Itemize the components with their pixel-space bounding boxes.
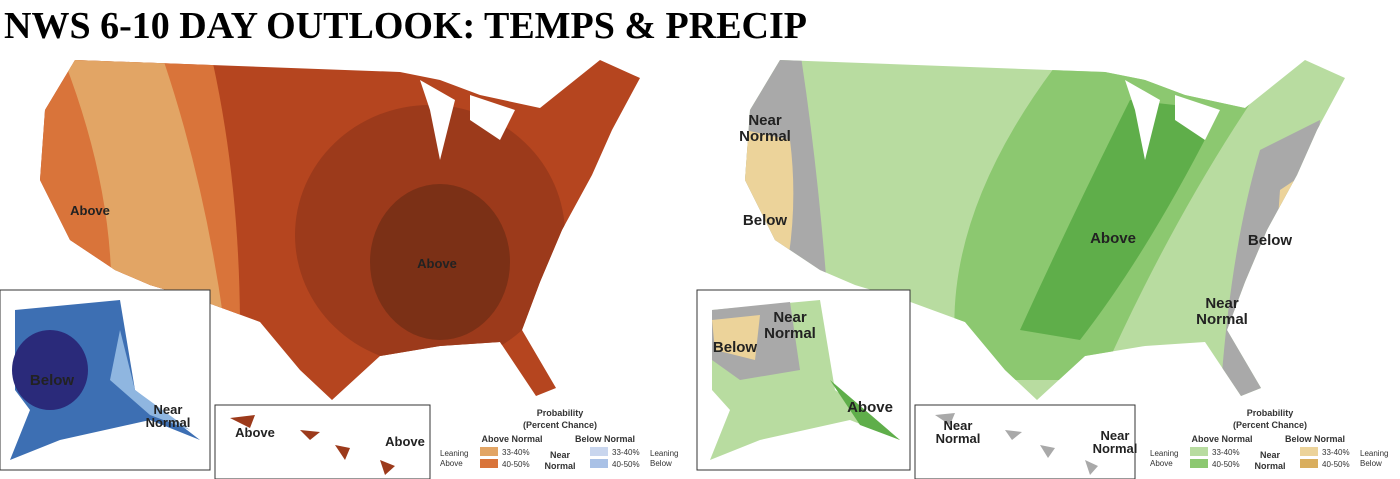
region-label: Near	[944, 418, 973, 433]
region-label: Above	[235, 425, 275, 440]
legend-range: 33-40%	[502, 448, 530, 457]
region-label: Below	[1248, 232, 1293, 249]
legend-lean: Above	[1150, 459, 1173, 468]
region-label: Near	[1205, 295, 1239, 312]
legend-range: 33-40%	[1212, 448, 1240, 457]
region-label: Normal	[764, 325, 816, 342]
legend-header: Above Normal	[1191, 434, 1252, 444]
region-label: Normal	[739, 128, 791, 145]
legend-range: 33-40%	[1322, 448, 1350, 457]
legend-swatch	[590, 459, 608, 468]
legend-swatch	[480, 459, 498, 468]
region-label: Normal	[1196, 311, 1248, 328]
region-label: Near	[773, 309, 807, 326]
legend-swatch	[1190, 447, 1208, 456]
region-label: Below	[713, 339, 758, 356]
legend-range: 40-50%	[502, 460, 530, 469]
page-title: NWS 6-10 DAY OUTLOOK: TEMPS & PRECIP	[4, 5, 807, 47]
region-label: Below	[30, 372, 75, 389]
legend-swatch	[590, 447, 608, 456]
legend-lean: Above	[440, 459, 463, 468]
precip-map	[696, 60, 1345, 479]
legend-header: Below Normal	[1285, 434, 1345, 444]
legend-title: Probability	[1247, 408, 1294, 418]
legend-near: Near	[1260, 450, 1281, 460]
legend-lean: Leaning	[1360, 449, 1388, 458]
region-label: Above	[417, 256, 457, 271]
temp-map	[0, 60, 640, 479]
region-label: Near	[1101, 428, 1130, 443]
legend-near: Normal	[544, 461, 575, 471]
legend-swatch	[480, 447, 498, 456]
legend-subtitle: (Percent Chance)	[1233, 420, 1307, 430]
legend-header: Below Normal	[575, 434, 635, 444]
region-label: Above	[70, 203, 110, 218]
region-label: Normal	[936, 431, 981, 446]
region-label: Near	[154, 402, 183, 417]
region-label: Near	[748, 112, 782, 129]
legend-range: 40-50%	[612, 460, 640, 469]
legend-lean: Leaning	[650, 449, 678, 458]
legend-lean: Below	[650, 459, 672, 468]
legend-header: Above Normal	[481, 434, 542, 444]
region-label: Above	[1090, 230, 1136, 247]
legend-range: 33-40%	[612, 448, 640, 457]
legend-title: Probability	[537, 408, 584, 418]
legend-swatch	[1300, 447, 1318, 456]
legend-range: 40-50%	[1322, 460, 1350, 469]
legend-swatch	[1300, 459, 1318, 468]
region-label: Above	[385, 434, 425, 449]
legend-near: Near	[550, 450, 571, 460]
legend-range: 40-50%	[1212, 460, 1240, 469]
region-label: Normal	[1093, 441, 1138, 456]
legend-lean: Below	[1360, 459, 1382, 468]
legend-lean: Leaning	[1150, 449, 1178, 458]
region-label: Normal	[146, 415, 191, 430]
legend-subtitle: (Percent Chance)	[523, 420, 597, 430]
legend-swatch	[1190, 459, 1208, 468]
legend-lean: Leaning	[440, 449, 468, 458]
legend-near: Normal	[1254, 461, 1285, 471]
region-label: Below	[743, 212, 788, 229]
region-label: Above	[847, 399, 893, 416]
